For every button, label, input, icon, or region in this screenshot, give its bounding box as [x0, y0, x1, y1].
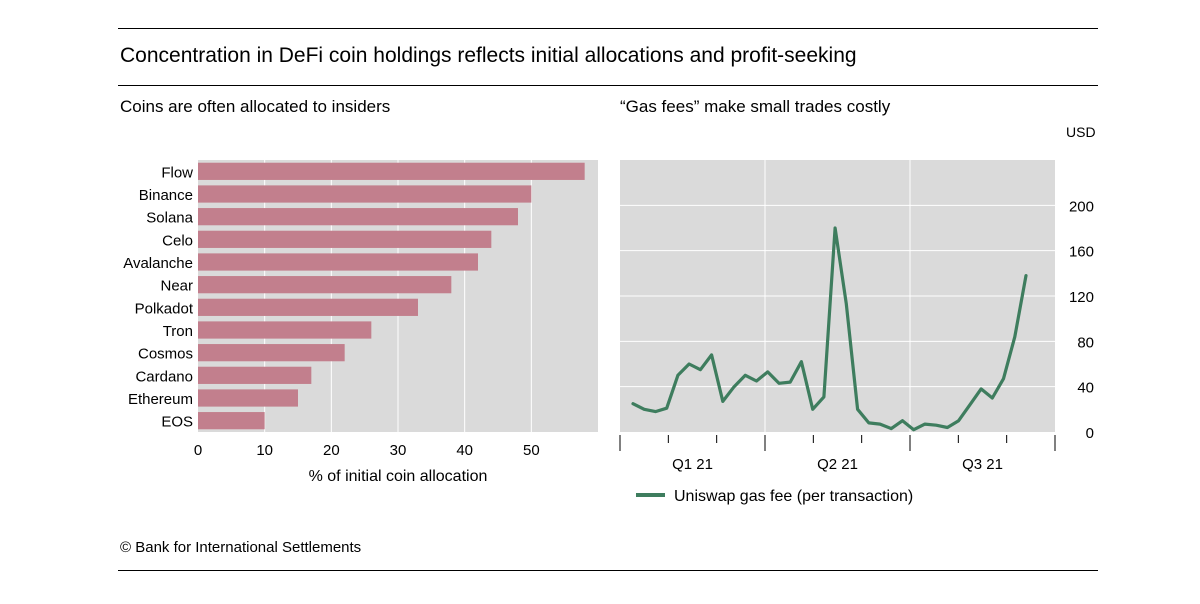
bar-x-tick-label: 50: [523, 442, 540, 459]
bar-x-tick-label: 30: [390, 442, 407, 459]
bar-avalanche: [198, 253, 478, 271]
bar-solana: [198, 208, 518, 226]
line-y-tick-label: 0: [1086, 425, 1094, 442]
bar-category-label: Cosmos: [138, 346, 193, 363]
bar-near: [198, 276, 452, 294]
footer-credit: © Bank for International Settlements: [120, 539, 362, 556]
bar-flow: [198, 162, 585, 180]
bar-cosmos: [198, 344, 345, 362]
page-title: Concentration in DeFi coin holdings refl…: [120, 44, 857, 67]
bar-binance: [198, 185, 532, 203]
line-y-tick-label: 160: [1069, 244, 1094, 261]
bar-celo: [198, 230, 492, 248]
bar-category-label: EOS: [161, 414, 193, 431]
line-y-tick-label: 200: [1069, 198, 1094, 215]
bar-category-label: Avalanche: [123, 255, 193, 272]
left-chart-title: Coins are often allocated to insiders: [120, 97, 391, 116]
line-y-tick-label: 80: [1077, 334, 1094, 351]
bar-category-label: Polkadot: [135, 300, 194, 317]
top-rule: [118, 28, 1098, 29]
right-chart-unit: USD: [1066, 124, 1096, 140]
bottom-rule: [118, 570, 1098, 571]
bar-x-tick-label: 40: [456, 442, 473, 459]
bar-x-tick-label: 10: [256, 442, 273, 459]
bar-ethereum: [198, 389, 298, 407]
bar-category-label: Solana: [146, 210, 193, 227]
bar-category-label: Cardano: [135, 368, 193, 385]
bar-category-label: Ethereum: [128, 391, 193, 408]
line-x-quarter-label: Q2 21: [817, 456, 858, 473]
bar-category-label: Tron: [163, 323, 193, 340]
bar-cardano: [198, 366, 312, 384]
bar-category-label: Flow: [161, 164, 193, 181]
bar-x-axis-label: % of initial coin allocation: [309, 468, 488, 485]
bar-x-tick-label: 20: [323, 442, 340, 459]
line-y-tick-label: 120: [1069, 289, 1094, 306]
bar-category-label: Celo: [162, 232, 193, 249]
line-y-tick-label: 40: [1077, 380, 1094, 397]
line-x-quarter-label: Q3 21: [962, 456, 1003, 473]
line-x-quarter-label: Q1 21: [672, 456, 713, 473]
bar-tron: [198, 321, 372, 339]
bar-category-label: Binance: [139, 187, 193, 204]
bar-category-label: Near: [160, 278, 193, 295]
bar-eos: [198, 412, 265, 430]
bar-polkadot: [198, 298, 418, 316]
right-chart-title: “Gas fees” make small trades costly: [620, 97, 891, 116]
legend-label-uniswap-gas-fee: Uniswap gas fee (per transaction): [674, 488, 913, 505]
title-rule: [118, 85, 1098, 86]
series-line-uniswap-gas-fee: [631, 226, 1028, 432]
bar-x-tick-label: 0: [194, 442, 202, 459]
